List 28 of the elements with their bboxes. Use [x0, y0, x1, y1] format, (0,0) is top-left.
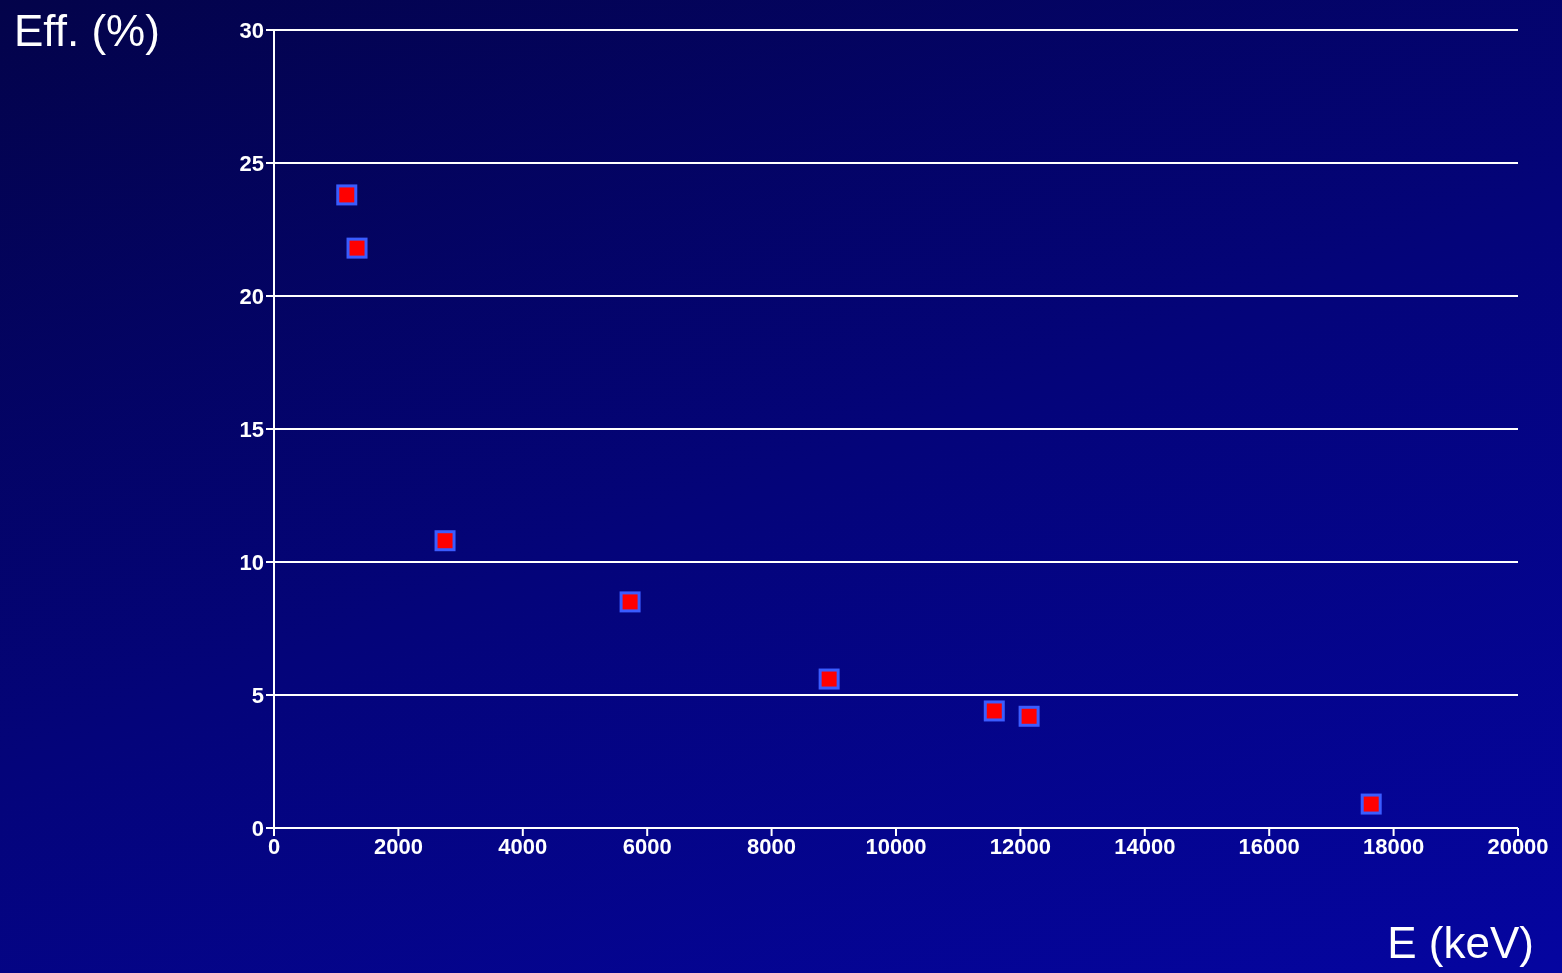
x-tick-label: 20000 [1487, 833, 1549, 859]
point [434, 530, 456, 552]
y-tick-label: 5 [251, 682, 264, 708]
y-tick-label: 30 [239, 17, 264, 43]
x-tick-label: 2000 [373, 833, 423, 859]
point [818, 668, 840, 690]
y-tick-label: 10 [239, 549, 264, 575]
x-tick-label: 4000 [498, 833, 548, 859]
x-tick-label: 14000 [1114, 833, 1176, 859]
x-tick-label: 18000 [1363, 833, 1425, 859]
y-tick-label: 15 [239, 416, 264, 442]
point [983, 700, 1005, 722]
x-axis-title: E (keV) [1387, 918, 1534, 968]
y-tick-label: 20 [239, 283, 264, 309]
x-tick-label: 6000 [622, 833, 672, 859]
point [1018, 705, 1040, 727]
x-tick-label: 16000 [1238, 833, 1300, 859]
point [336, 184, 358, 206]
x-tick-label: 10000 [865, 833, 927, 859]
y-axis-title: Eff. (%) [14, 6, 160, 56]
point [619, 591, 641, 613]
x-tick-label: 12000 [989, 833, 1051, 859]
point [1360, 793, 1382, 815]
y-tick-label: 25 [239, 150, 264, 176]
point [346, 237, 368, 259]
x-tick-label: 0 [267, 833, 281, 859]
y-tick-label: 0 [251, 815, 264, 841]
x-tick-label: 8000 [747, 833, 797, 859]
